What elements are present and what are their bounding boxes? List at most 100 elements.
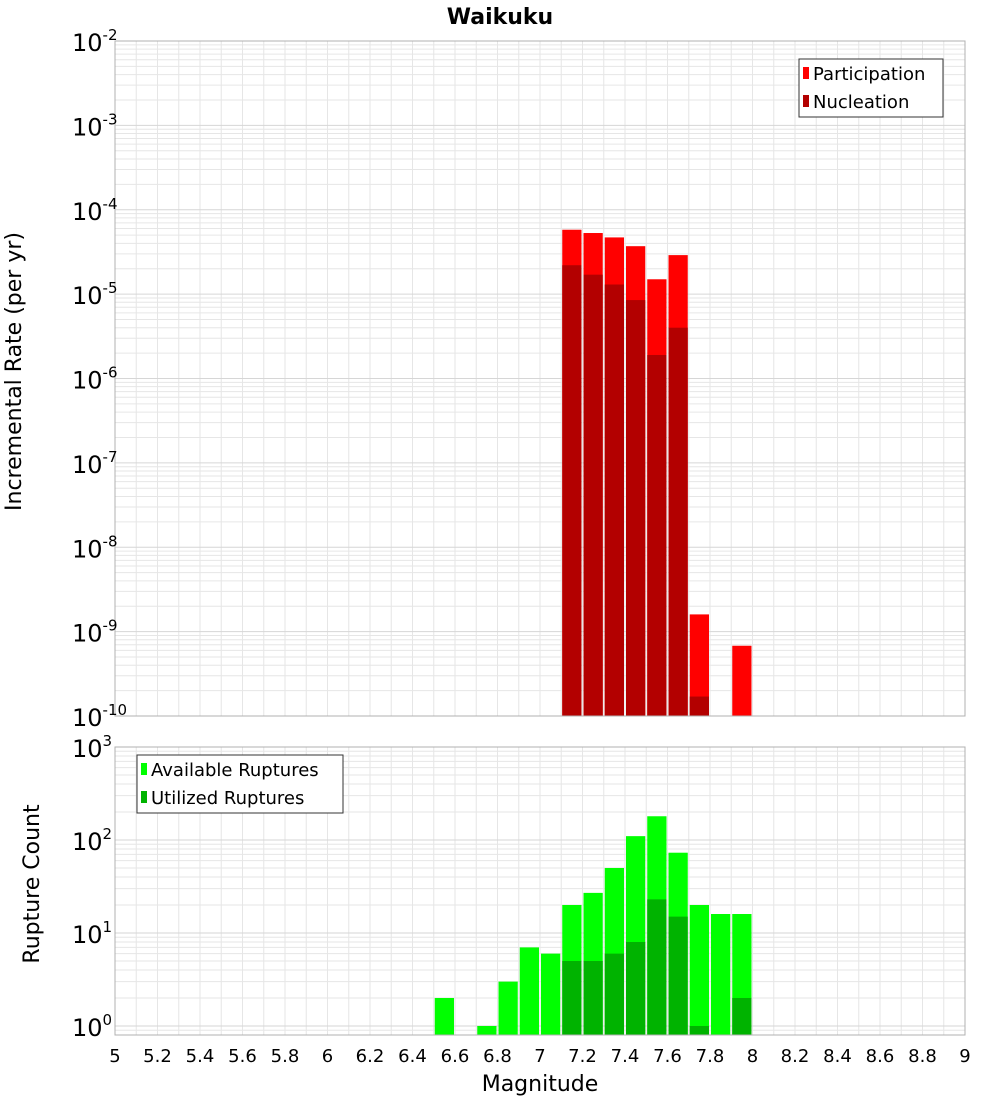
x-tick-label: 8.4 [823,1046,852,1067]
bar-series-2 [562,265,709,716]
x-tick-labels: 5 5.2 5.4 5.6 5.8 6 6.2 6.4 6.6 6.8 7 7.2 7.4 7.6 7.8 8… [109,1046,970,1067]
y-tick-base: 10 [72,1014,103,1042]
x-tick-label: 7.4 [611,1046,640,1067]
y-tick-label: 10-7 [72,448,118,479]
y-tick-exp: 0 [103,1011,113,1029]
y-tick-label: 10-4 [72,195,118,226]
bar [626,942,646,1035]
x-tick-label: 5.4 [186,1046,215,1067]
y-tick-exp: 3 [103,732,113,750]
x-tick-label: 5 [109,1046,120,1067]
x-tick-label: 8.8 [908,1046,937,1067]
y-tick-base: 10 [72,29,103,57]
x-tick-label: 6 [322,1046,333,1067]
bar [647,354,667,716]
bar [562,960,582,1035]
y-tick-exp: -3 [103,110,118,128]
bar [583,274,603,716]
y-tick-base: 10 [72,113,103,141]
y-tick-exp: -4 [103,195,118,213]
bar [562,265,582,716]
y-tick-label: 10-10 [72,701,127,732]
y-tick-base: 10 [72,451,103,479]
y-tick-base: 10 [72,921,103,949]
legend-box [136,754,344,814]
y-tick-exp: -10 [103,701,128,719]
y-tick-exp: -5 [103,279,118,297]
x-tick-label: 6.4 [398,1046,427,1067]
y-tick-label: 102 [72,825,112,856]
y-tick-label: 10-2 [72,26,118,57]
y-tick-base: 10 [72,198,103,226]
chart-title: Waikuku [447,5,553,30]
legend-swatch [141,791,147,803]
y-tick-label: 10-9 [72,617,118,648]
x-tick-label: 8.6 [866,1046,895,1067]
bar [604,953,624,1035]
legend-swatch [803,95,809,107]
y-tick-exp: 1 [103,918,113,936]
y-tick-exp: -6 [103,364,118,382]
bar [434,997,454,1035]
y-tick-base: 10 [72,735,103,763]
y-tick-label: 10-3 [72,110,118,141]
bar [519,947,539,1035]
y-tick-exp: -9 [103,617,118,635]
plot-frame [114,40,966,717]
y-axis-label: Incremental Rate (per yr) [2,232,27,511]
legend-label: Nucleation [813,92,909,113]
y-tick-exp: -7 [103,448,118,466]
legend-label: Participation [813,64,925,85]
y-tick-base: 10 [72,535,103,563]
bar [689,904,709,1035]
bar [477,1025,497,1035]
bar [732,997,752,1035]
legend-label: Utilized Ruptures [151,788,304,809]
y-tick-base: 10 [72,620,103,648]
x-tick-label: 8.2 [781,1046,810,1067]
y-tick-label: 10-8 [72,532,118,563]
y-tick-base: 10 [72,828,103,856]
legend-label: Available Ruptures [151,760,319,781]
x-tick-label: 7.6 [653,1046,682,1067]
bar [626,300,646,716]
x-tick-label: 5.6 [228,1046,257,1067]
bar [498,981,518,1035]
plot-frame [114,746,966,1036]
legend-swatch [803,67,809,79]
y-tick-label: 10-5 [72,279,118,310]
y-tick-exp: -8 [103,532,118,550]
x-tick-label: 9 [959,1046,970,1067]
legend-swatch [141,763,147,775]
legend: Participation Nucleation [798,58,944,118]
bar [689,1025,709,1035]
bar [689,614,709,716]
x-axis-label: Magnitude [482,1072,599,1097]
x-tick-label: 6.2 [356,1046,385,1067]
bar [583,960,603,1035]
bar [689,696,709,716]
y-tick-label: 100 [72,1011,112,1042]
y-tick-label: 10-6 [72,364,118,395]
legend-box [798,58,944,118]
bar [668,327,688,716]
x-tick-label: 7.8 [696,1046,725,1067]
bar [604,284,624,716]
legend: Available Ruptures Utilized Ruptures [136,754,344,814]
y-tick-base: 10 [72,704,103,732]
x-tick-label: 6.8 [483,1046,512,1067]
x-tick-label: 6.6 [441,1046,470,1067]
bar [541,953,561,1035]
bar [732,645,752,716]
y-axis-label: Rupture Count [20,804,45,964]
y-tick-labels: 10-210-310-410-510-610-710-810-910-10 [72,26,127,732]
y-tick-base: 10 [72,282,103,310]
x-tick-label: 5.2 [143,1046,172,1067]
x-tick-label: 8 [747,1046,758,1067]
bar [647,899,667,1035]
y-tick-base: 10 [72,367,103,395]
